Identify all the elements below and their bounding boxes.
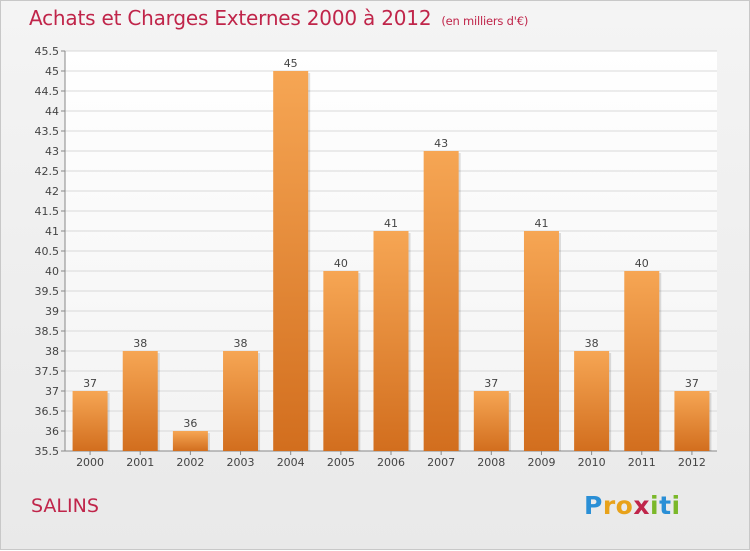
x-tick-label: 2005 (327, 456, 355, 469)
y-tick-label: 45 (45, 65, 59, 78)
bar (172, 431, 208, 451)
bar-value-label: 38 (133, 337, 147, 350)
chart-title: Achats et Charges Externes 2000 à 2012 (e… (29, 6, 528, 30)
y-tick-label: 37 (45, 385, 59, 398)
x-tick-label: 2012 (678, 456, 706, 469)
bar-value-label: 38 (234, 337, 248, 350)
bar-value-label: 45 (284, 57, 298, 70)
bar (273, 71, 309, 451)
bar (72, 391, 108, 451)
y-tick-label: 38 (45, 345, 59, 358)
bar (473, 391, 509, 451)
y-tick-label: 43 (45, 145, 59, 158)
x-tick-label: 2000 (76, 456, 104, 469)
y-tick-label: 45.5 (35, 45, 60, 58)
bar (423, 151, 459, 451)
x-tick-label: 2011 (628, 456, 656, 469)
bar-value-label: 40 (334, 257, 348, 270)
bar-value-label: 37 (83, 377, 97, 390)
bar-value-label: 37 (685, 377, 699, 390)
bar (122, 351, 158, 451)
y-tick-label: 40.5 (35, 245, 60, 258)
bar (223, 351, 259, 451)
x-tick-label: 2009 (527, 456, 555, 469)
y-tick-label: 39 (45, 305, 59, 318)
bar (523, 231, 559, 451)
y-tick-label: 38.5 (35, 325, 60, 338)
bar (373, 231, 409, 451)
y-tick-label: 41.5 (35, 205, 60, 218)
x-tick-label: 2007 (427, 456, 455, 469)
y-tick-label: 43.5 (35, 125, 60, 138)
bar (323, 271, 359, 451)
chart-title-text: Achats et Charges Externes 2000 à 2012 (29, 6, 432, 30)
bar-value-label: 37 (484, 377, 498, 390)
x-tick-label: 2003 (227, 456, 255, 469)
bar-value-label: 41 (534, 217, 548, 230)
y-tick-label: 44 (45, 105, 59, 118)
y-tick-label: 42 (45, 185, 59, 198)
y-tick-label: 36.5 (35, 405, 60, 418)
proxiti-logo[interactable]: Proxiti (584, 491, 681, 520)
commune-name: SALINS (31, 495, 99, 517)
y-tick-label: 39.5 (35, 285, 60, 298)
y-tick-label: 44.5 (35, 85, 60, 98)
chart-subtitle: (en milliers d'€) (441, 14, 529, 28)
y-tick-label: 37.5 (35, 365, 60, 378)
y-tick-label: 41 (45, 225, 59, 238)
x-tick-label: 2001 (126, 456, 154, 469)
bar-value-label: 38 (585, 337, 599, 350)
bar-value-label: 41 (384, 217, 398, 230)
x-tick-label: 2008 (477, 456, 505, 469)
bar (624, 271, 660, 451)
x-tick-label: 2004 (277, 456, 305, 469)
bar-value-label: 40 (635, 257, 649, 270)
x-tick-label: 2002 (176, 456, 204, 469)
bar (574, 351, 610, 451)
y-tick-label: 40 (45, 265, 59, 278)
x-tick-label: 2006 (377, 456, 405, 469)
y-tick-label: 42.5 (35, 165, 60, 178)
y-tick-label: 35.5 (35, 445, 60, 458)
y-tick-label: 36 (45, 425, 59, 438)
x-tick-label: 2010 (578, 456, 606, 469)
plot-area: 35.5 36 36.5 37 37.5 38 38.5 39 39.5 40 40.5 41 41.5… (35, 45, 717, 469)
bar-value-label: 36 (183, 417, 197, 430)
bar-value-label: 43 (434, 137, 448, 150)
bar (674, 391, 710, 451)
